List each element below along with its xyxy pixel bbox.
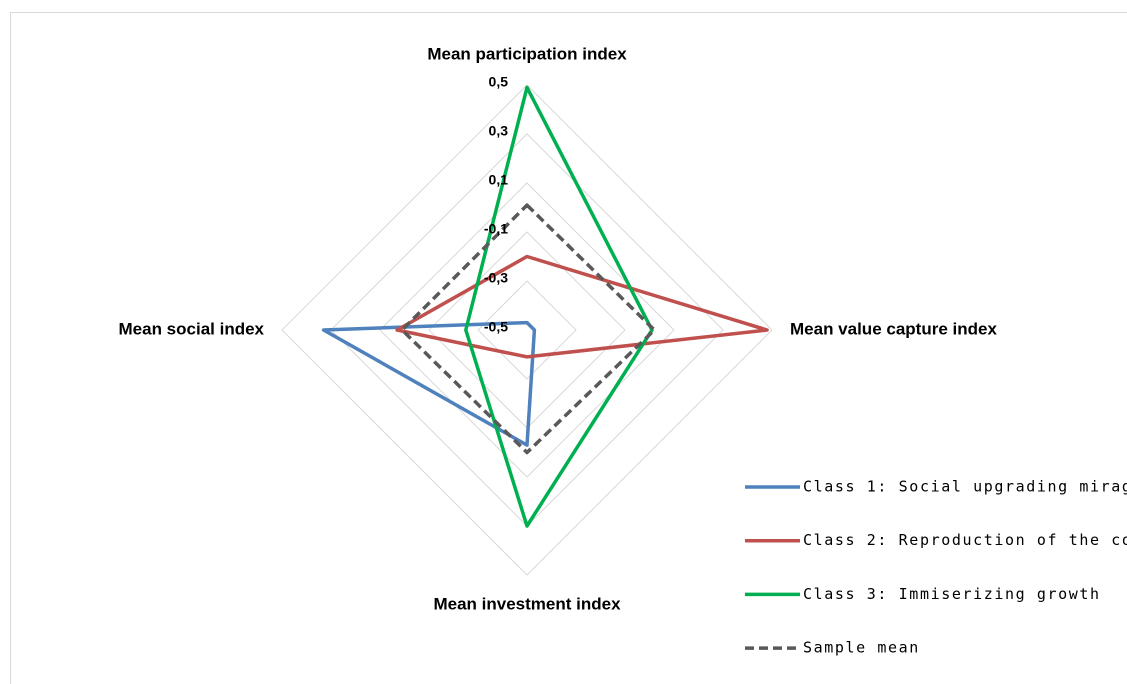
tick-label: 0,5 [489, 74, 509, 90]
grid-ring [281, 84, 773, 576]
grid-ring [477, 280, 577, 380]
series-line [400, 203, 657, 455]
legend-label: Sample mean [803, 639, 920, 657]
labels-layer: -0,5 -0,3 -0,1 0,1 0,3 0,5 Mean participation … [119, 44, 1127, 656]
tick-label: -0,5 [484, 319, 508, 335]
series-line [464, 85, 654, 528]
series-layer [321, 85, 769, 528]
axis-label: Mean investment index [433, 594, 621, 613]
chart-frame [10, 12, 1127, 684]
legend-label: Class 2: Reproduction of the core [803, 531, 1127, 549]
series-line [395, 254, 769, 359]
axis-label: Mean social index [119, 319, 265, 338]
axis-label: Mean value capture index [790, 319, 997, 338]
tick-label: 0,3 [489, 123, 509, 139]
axis-label: Mean participation index [427, 44, 627, 63]
series-line [321, 320, 537, 447]
tick-label: 0,1 [489, 172, 509, 188]
tick-label: -0,1 [484, 221, 508, 237]
legend-label: Class 3: Immiserizing growth [803, 585, 1101, 603]
tick-label: -0,3 [484, 270, 508, 286]
legend-label: Class 1: Social upgrading mirage [803, 478, 1127, 496]
